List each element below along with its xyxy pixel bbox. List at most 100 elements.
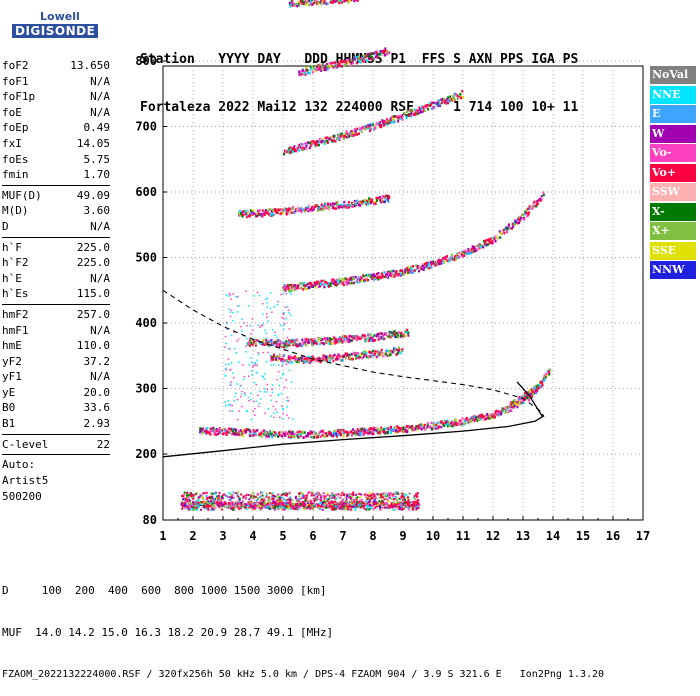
- echo-point: [304, 503, 306, 506]
- echo-point: [350, 509, 352, 511]
- echo-point: [394, 347, 396, 350]
- echo-point: [266, 338, 268, 340]
- echo-point: [396, 499, 398, 501]
- x-tick-label: 16: [606, 529, 620, 543]
- echo-point: [350, 503, 352, 505]
- echo-point: [392, 502, 394, 504]
- echo-point: [206, 427, 208, 430]
- echo-point: [351, 431, 353, 434]
- echo-point: [199, 502, 201, 504]
- echo-point: [406, 431, 408, 434]
- echo-point: [363, 508, 365, 510]
- echo-point: [411, 425, 413, 428]
- echo-point: [372, 494, 374, 496]
- echo-point: [270, 308, 272, 310]
- echo-point: [245, 497, 247, 499]
- echo-point: [413, 428, 415, 431]
- echo-point: [377, 276, 379, 279]
- echo-point: [327, 357, 329, 360]
- x-tick-label: 14: [546, 529, 560, 543]
- echo-point: [280, 377, 282, 379]
- echo-point: [495, 240, 497, 243]
- echo-point: [403, 493, 405, 495]
- echo-point: [196, 492, 198, 494]
- echo-point: [319, 64, 321, 66]
- echo-point: [262, 323, 264, 325]
- echo-trace: [289, 0, 360, 8]
- echo-point: [272, 209, 274, 212]
- echo-point: [351, 358, 353, 361]
- echo-point: [333, 496, 335, 498]
- echo-point: [215, 433, 217, 436]
- echo-point: [301, 432, 303, 435]
- echo-point: [417, 109, 419, 112]
- echo-point: [241, 391, 243, 393]
- echo-point: [343, 201, 345, 204]
- echo-point: [307, 492, 309, 494]
- echo-point: [255, 507, 257, 509]
- echo-point: [218, 497, 220, 499]
- echo-point: [290, 315, 292, 317]
- echo-point: [225, 375, 227, 377]
- x-tick-label: 8: [369, 529, 376, 543]
- echo-point: [277, 304, 279, 306]
- echo-point: [354, 509, 356, 511]
- echo-point: [298, 71, 300, 74]
- echo-point: [261, 492, 263, 494]
- echo-point: [306, 284, 308, 287]
- echo-point: [491, 413, 493, 416]
- echo-point: [299, 357, 301, 360]
- x-tick-label: 6: [309, 529, 316, 543]
- echo-point: [384, 201, 386, 204]
- echo-point: [293, 284, 295, 287]
- echo-point: [299, 433, 301, 436]
- echo-point: [188, 494, 190, 496]
- legend-entry: SSE: [650, 242, 696, 260]
- echo-point: [372, 508, 374, 510]
- echo-point: [447, 96, 449, 99]
- echo-point: [226, 431, 228, 434]
- echo-point: [321, 357, 323, 360]
- echo-point: [253, 209, 255, 212]
- x-tick-label: 11: [456, 529, 470, 543]
- echo-point: [276, 401, 278, 403]
- echo-point: [405, 334, 407, 337]
- echo-point: [364, 279, 366, 282]
- echo-point: [345, 340, 347, 343]
- echo-point: [289, 328, 291, 330]
- echo-point: [279, 499, 281, 501]
- echo-point: [189, 500, 191, 502]
- echo-point: [313, 2, 315, 5]
- echo-point: [254, 382, 256, 384]
- echo-point: [268, 507, 270, 509]
- echo-point: [318, 68, 320, 71]
- echo-point: [402, 426, 404, 429]
- echo-point: [490, 238, 492, 241]
- echo-point: [274, 334, 276, 336]
- echo-point: [186, 499, 188, 501]
- echo-point: [371, 200, 373, 203]
- echo-point: [340, 357, 342, 360]
- echo-point: [447, 102, 449, 105]
- legend-entry: Vo-: [650, 144, 696, 162]
- echo-point: [276, 500, 278, 502]
- echo-point: [302, 493, 304, 495]
- echo-point: [303, 507, 305, 509]
- echo-point: [442, 422, 444, 425]
- echo-point: [374, 429, 376, 432]
- echo-point: [285, 502, 287, 504]
- echo-point: [315, 497, 317, 499]
- echo-point: [270, 395, 272, 397]
- echo-point: [277, 507, 279, 509]
- echo-point: [299, 501, 301, 503]
- echo-point: [282, 341, 284, 343]
- echo-point: [359, 204, 361, 207]
- echo-point: [251, 370, 253, 372]
- echo-point: [433, 102, 435, 105]
- echo-point: [311, 494, 313, 496]
- echo-point: [330, 285, 332, 288]
- echo-point: [272, 213, 274, 216]
- echo-point: [508, 224, 510, 227]
- echo-point: [310, 436, 312, 439]
- y-tick-label: 500: [135, 251, 157, 265]
